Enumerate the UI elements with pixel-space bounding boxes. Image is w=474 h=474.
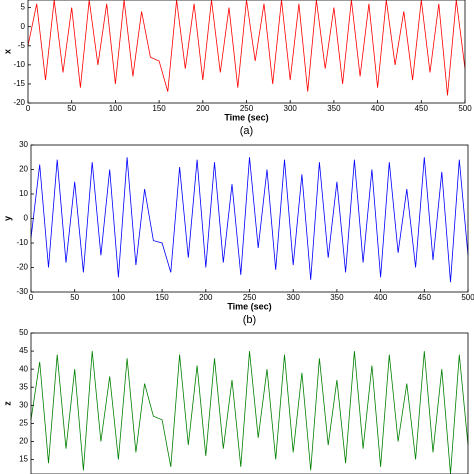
x-tick-label: 50	[70, 293, 79, 302]
data-line	[27, 0, 466, 96]
y-tick-label: 25	[19, 418, 28, 427]
y-tick-label: -5	[18, 41, 26, 50]
x-tick-label: 450	[415, 104, 429, 113]
x-tick-label: 450	[418, 293, 432, 302]
x-tick-label: 250	[240, 104, 254, 113]
caption: (b)	[243, 314, 256, 326]
x-tick-label: 250	[243, 293, 257, 302]
y-tick-label: -20	[13, 98, 25, 107]
data-line	[30, 351, 469, 474]
y-tick-label: 20	[19, 165, 28, 174]
x-tick-label: 0	[29, 293, 34, 302]
x-tick-label: 500	[458, 104, 472, 113]
x-tick-label: 150	[152, 104, 166, 113]
y-tick-label: 15	[19, 455, 28, 464]
y-tick-label: 10	[19, 189, 28, 198]
y-tick-label: 0	[24, 214, 29, 223]
x-tick-label: 300	[287, 293, 301, 302]
y-tick-label: 0	[21, 22, 26, 31]
x-tick-label: 200	[196, 104, 210, 113]
data-line	[30, 157, 469, 283]
y-tick-label: -30	[16, 287, 28, 296]
y-axis-label: y	[2, 216, 12, 221]
x-tick-label: 300	[284, 104, 298, 113]
x-tick-label: 200	[199, 293, 213, 302]
y-axis-label: z	[2, 401, 12, 406]
x-tick-label: 400	[374, 293, 388, 302]
y-tick-label: 20	[19, 437, 28, 446]
x-axis-label: Time (sec)	[227, 301, 271, 311]
y-tick-label: 30	[19, 400, 28, 409]
y-tick-label: -10	[16, 238, 28, 247]
y-tick-label: 40	[19, 364, 28, 373]
y-tick-label: 5	[21, 3, 26, 12]
x-tick-label: 400	[371, 104, 385, 113]
x-tick-label: 500	[461, 293, 474, 302]
plot-frame	[27, 0, 466, 104]
y-tick-label: 35	[19, 382, 28, 391]
y-tick-label: 30	[19, 140, 28, 149]
caption: (a)	[240, 125, 253, 137]
y-tick-label: -15	[13, 79, 25, 88]
y-tick-label: 50	[19, 328, 28, 337]
y-tick-label: -10	[13, 60, 25, 69]
y-axis-label: x	[2, 49, 12, 54]
x-tick-label: 100	[112, 293, 126, 302]
x-tick-label: 50	[67, 104, 76, 113]
x-tick-label: 100	[109, 104, 123, 113]
x-tick-label: 0	[26, 104, 31, 113]
x-axis-label: Time (sec)	[224, 112, 268, 122]
y-tick-label: -20	[16, 263, 28, 272]
plot-frame	[30, 332, 469, 474]
x-tick-label: 350	[330, 293, 344, 302]
x-tick-label: 150	[155, 293, 169, 302]
x-tick-label: 350	[327, 104, 341, 113]
y-tick-label: 45	[19, 346, 28, 355]
